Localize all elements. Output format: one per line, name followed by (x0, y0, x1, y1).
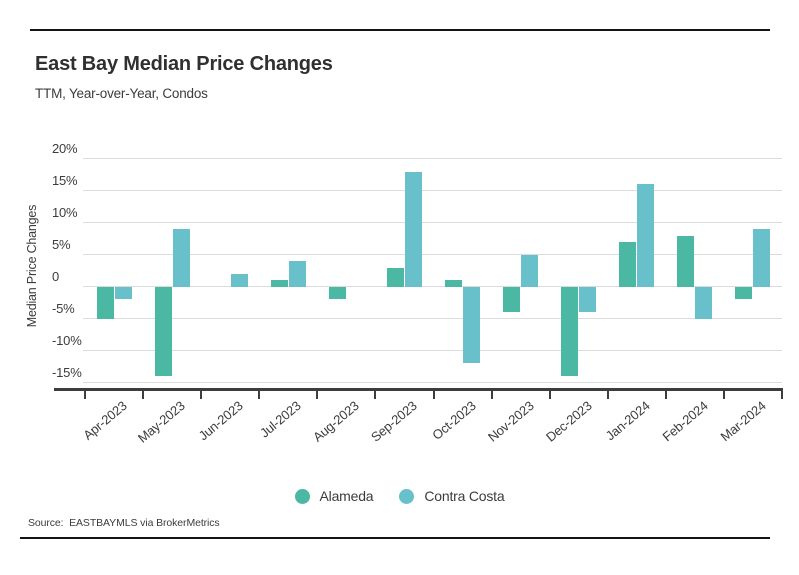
bar-contra-costa-may-2023 (172, 229, 190, 287)
bar-alameda-nov-2023 (503, 286, 521, 313)
bar-alameda-jan-2024 (619, 241, 637, 287)
legend-label: Contra Costa (424, 488, 505, 504)
x-axis-tick (548, 391, 551, 399)
y-tick-label: -5% (52, 301, 75, 317)
gridline-15% (83, 190, 782, 192)
x-axis-tick (258, 391, 261, 399)
bar-alameda-feb-2024 (677, 235, 695, 287)
x-axis-tick (142, 391, 145, 399)
x-axis-tick (316, 391, 319, 399)
bar-contra-costa-nov-2023 (521, 254, 539, 287)
gridline-0 (83, 286, 782, 288)
source-note: Source: EASTBAYMLS via BrokerMetrics (28, 517, 220, 529)
x-axis-tick (374, 391, 377, 399)
bar-alameda-aug-2023 (328, 286, 346, 300)
bar-contra-costa-oct-2023 (463, 286, 480, 364)
x-axis-line (54, 388, 783, 391)
bar-alameda-may-2023 (154, 286, 172, 377)
bar-contra-costa-jul-2023 (288, 261, 306, 287)
bar-contra-costa-jun-2023 (230, 273, 248, 287)
legend-item-alameda: Alameda (294, 488, 374, 504)
y-tick-label: -10% (52, 333, 82, 349)
chart-title: East Bay Median Price Changes (35, 53, 333, 75)
x-axis-tick (84, 391, 86, 399)
legend-swatch-icon (294, 488, 310, 504)
bar-alameda-sep-2023 (386, 267, 404, 287)
gridline-20% (83, 158, 782, 160)
y-tick-label: 15% (52, 173, 78, 189)
bar-alameda-apr-2023 (96, 286, 114, 319)
y-tick-label: 5% (52, 237, 71, 253)
bar-contra-costa-mar-2024 (753, 229, 771, 287)
legend-label: Alameda (319, 488, 374, 504)
y-tick-label: 10% (52, 205, 78, 221)
gridline-10% (83, 222, 782, 224)
bar-alameda-dec-2023 (561, 286, 579, 377)
gridline--5% (83, 318, 782, 320)
x-axis-tick (200, 391, 203, 399)
x-axis-tick (664, 391, 667, 399)
x-axis-tick (432, 391, 435, 399)
y-tick-label: -15% (52, 365, 82, 381)
x-axis-tick (722, 391, 725, 399)
bar-contra-costa-apr-2023 (114, 286, 132, 300)
bar-contra-costa-feb-2024 (695, 286, 713, 319)
bar-alameda-jul-2023 (270, 280, 288, 287)
x-axis-tick (490, 391, 493, 399)
gridline--15% (83, 382, 782, 384)
gridline-5% (83, 254, 782, 256)
chart-subtitle: TTM, Year-over-Year, Condos (35, 86, 208, 101)
bar-contra-costa-sep-2023 (404, 171, 422, 287)
x-axis-tick (606, 391, 609, 399)
legend-item-contra-costa: Contra Costa (399, 488, 505, 504)
y-tick-label: 0 (52, 269, 60, 285)
bar-contra-costa-jan-2024 (637, 184, 655, 287)
bar-alameda-mar-2024 (735, 286, 753, 300)
bottom-rule (20, 537, 770, 539)
top-rule (30, 29, 770, 31)
bar-contra-costa-dec-2023 (579, 286, 597, 313)
x-axis-tick (781, 391, 783, 399)
bar-alameda-oct-2023 (445, 280, 462, 287)
legend-swatch-icon (399, 488, 415, 504)
y-tick-label: 20% (52, 141, 78, 157)
gridline--10% (83, 350, 782, 352)
legend: Alameda Contra Costa (0, 488, 799, 504)
